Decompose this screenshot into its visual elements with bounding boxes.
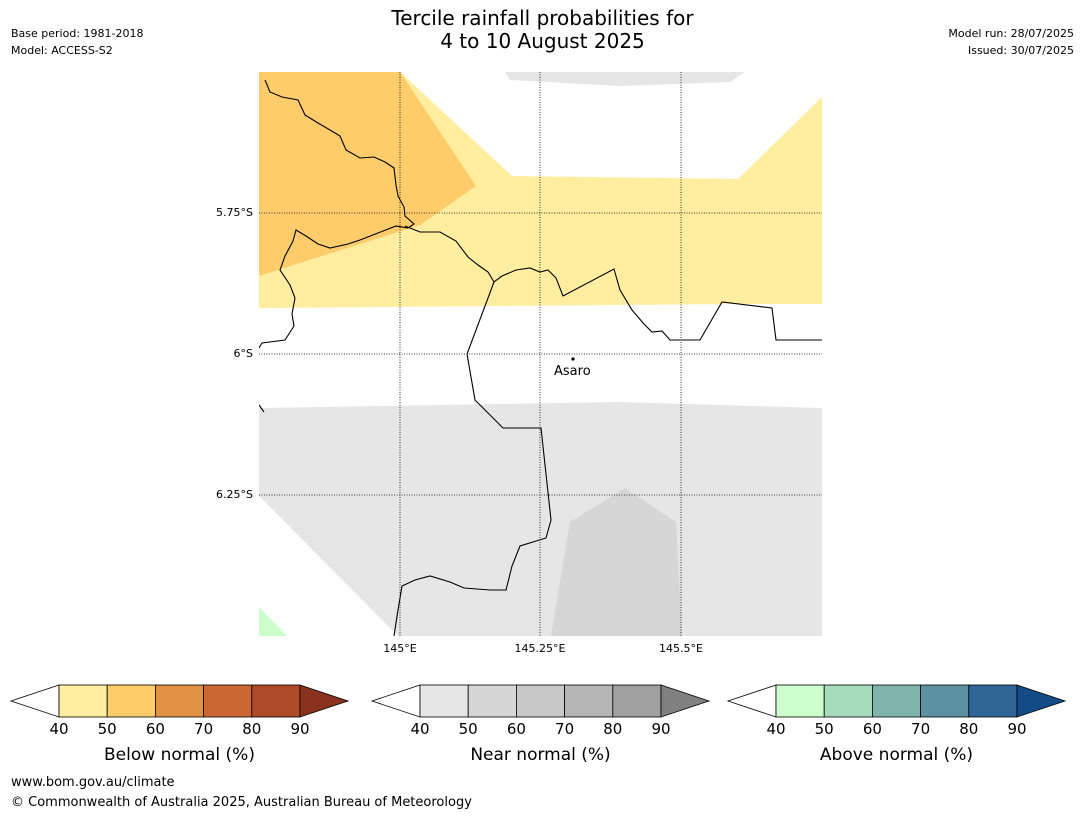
colorbar-tick-label: 90 [651,720,671,738]
issued-text: Issued: 30/07/2025 [967,44,1074,57]
colorbar-tick-label: 60 [862,720,882,738]
meta-left: Base period: 1981-2018 Model: ACCESS-S2 [11,25,143,59]
colorbar-segment [106,684,156,718]
colorbar-tick-label: 80 [603,720,623,738]
colorbar-tick-label: 70 [194,720,214,738]
lon-label-145-25: 145.25°E [514,642,566,655]
above-normal-40-50-region [259,607,287,636]
lat-label-5-75: 5.75°S [216,206,253,219]
near-normal-50-60-region [551,488,682,636]
colorbar-title: Above normal (%) [819,745,974,765]
colorbar-segment [564,684,614,718]
title-line-1: Tercile rainfall probabilities for [391,6,694,30]
model-run-text: Model run: 28/07/2025 [948,27,1074,40]
lon-label-145: 145°E [383,642,417,655]
near-normal-top-region [505,72,745,86]
colorbar-title: Below normal (%) [104,745,255,765]
colorbar-near-normal [370,684,711,718]
lat-label-6: 6°S [233,347,253,360]
colorbar-segment [467,684,517,718]
border-west-stub [259,404,265,413]
lon-label-145-5: 145.5°E [659,642,703,655]
colorbar-segment [251,684,301,718]
colorbar-title: Near normal (%) [470,745,611,765]
colorbar-segment [920,684,970,718]
colorbar-tick-label: 60 [145,720,165,738]
colorbar-segment [154,684,204,718]
colorbar-segment [516,684,566,718]
lat-label-6-25: 6.25°S [216,488,253,501]
meta-right: Model run: 28/07/2025 Issued: 30/07/2025 [948,25,1074,59]
colorbar-tick-label: 40 [410,720,430,738]
graticule [259,72,822,636]
colorbar-tick-label: 70 [555,720,575,738]
colorbar-tick-label: 90 [290,720,310,738]
border-north-west [259,79,415,349]
colorbar-low-extend [9,684,60,718]
footer-copyright: © Commonwealth of Australia 2025, Austra… [11,795,472,810]
colorbar-tick-label: 80 [242,720,262,738]
colorbar-high-extend [299,684,350,718]
colorbar-segment [419,684,469,718]
province-borders [259,79,822,636]
colorbar-tick-label: 40 [49,720,69,738]
colorbar-high-extend [1016,684,1067,718]
chart-title: Tercile rainfall probabilities for 4 to … [0,7,1085,53]
colorbar-high-extend [660,684,711,718]
colorbar-tick-label: 90 [1007,720,1027,738]
colorbar-segment [612,684,662,718]
model-text: Model: ACCESS-S2 [11,44,113,57]
colorbar-tick-label: 70 [911,720,931,738]
colorbar-tick-label: 50 [814,720,834,738]
colorbar-above-normal [726,684,1067,718]
asaro-marker [571,357,575,361]
base-period-text: Base period: 1981-2018 [11,27,144,40]
colorbar-segment [203,684,253,718]
colorbar-segment [968,684,1018,718]
colorbar-segment [823,684,873,718]
colorbar-tick-label: 40 [766,720,786,738]
colorbar-segment [58,684,108,718]
border-central [404,225,822,341]
footer-url: www.bom.gov.au/climate [11,775,175,790]
colorbar-low-extend [726,684,777,718]
colorbar-segment [872,684,922,718]
place-label-asaro: Asaro [554,364,591,379]
below-normal-50-60-region [259,72,476,276]
title-line-2: 4 to 10 August 2025 [440,29,645,53]
colorbar-tick-label: 50 [97,720,117,738]
colorbar-segment [775,684,825,718]
colorbar-low-extend [370,684,421,718]
colorbar-tick-label: 60 [506,720,526,738]
colorbar-tick-label: 80 [959,720,979,738]
colorbar-below-normal [9,684,350,718]
colorbar-tick-label: 50 [458,720,478,738]
border-south [393,281,552,636]
